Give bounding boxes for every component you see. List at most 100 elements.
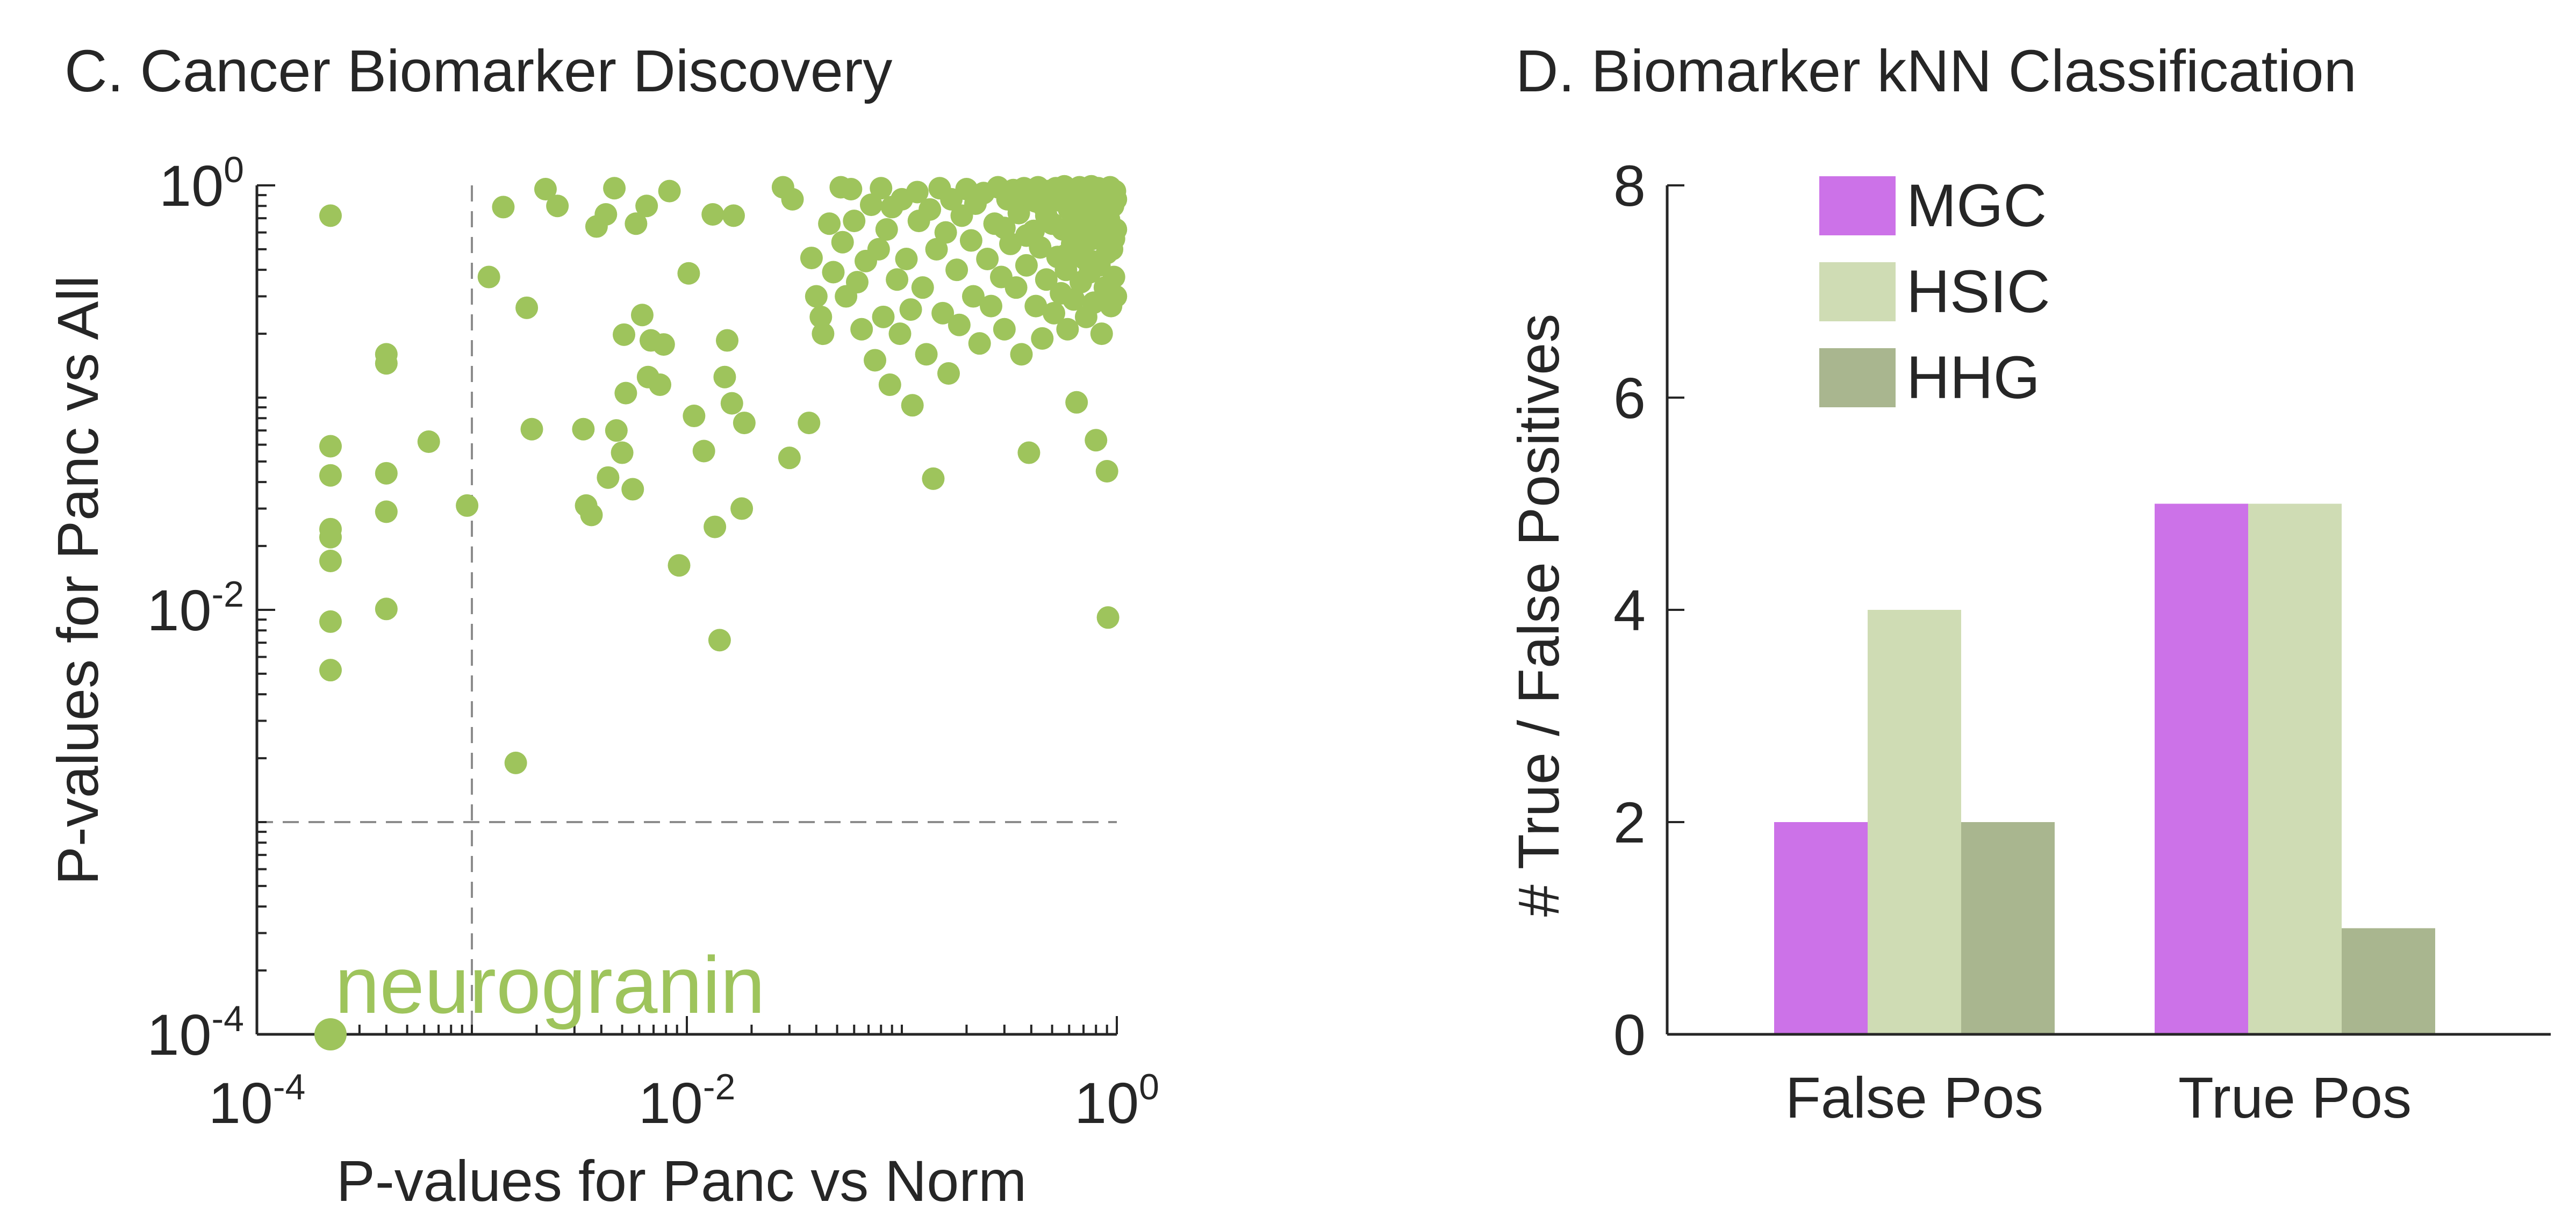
legend-swatch-hhg xyxy=(1819,348,1896,407)
legend-label-mgc: MGC xyxy=(1906,172,2047,239)
scatter-point xyxy=(658,179,681,203)
bar-chart-y-ticks: 0 2 4 6 8 xyxy=(1613,153,1646,1067)
scatter-point xyxy=(597,466,620,489)
scatter-point xyxy=(319,204,342,227)
scatter-point xyxy=(417,430,440,453)
bar-y-tick-label: 0 xyxy=(1613,1002,1646,1067)
scatter-point xyxy=(319,659,342,682)
scatter-point xyxy=(319,464,342,487)
scatter-y-ticks: 10-4 10-2 100 xyxy=(147,149,244,1067)
scatter-point xyxy=(730,497,754,520)
neurogranin-highlight: neurogranin xyxy=(314,940,765,1050)
scatter-points xyxy=(319,175,1128,774)
scatter-point xyxy=(822,261,845,284)
scatter-point xyxy=(649,373,672,397)
scatter-point xyxy=(572,417,595,441)
scatter-point xyxy=(888,322,912,345)
scatter-axes xyxy=(255,184,1118,1036)
scatter-point xyxy=(805,285,828,308)
scatter-point xyxy=(716,329,739,352)
scatter-point xyxy=(613,323,636,346)
scatter-point xyxy=(850,318,873,341)
threshold-guides xyxy=(257,185,1117,1034)
bar-hhg-true-pos xyxy=(2342,928,2435,1034)
scatter-point xyxy=(546,195,569,218)
scatter-point xyxy=(931,301,955,325)
scatter-point xyxy=(872,305,895,328)
scatter-point xyxy=(886,268,909,291)
scatter-point xyxy=(1104,285,1128,308)
scatter-point xyxy=(1104,188,1128,211)
scatter-point xyxy=(520,417,543,441)
scatter-point xyxy=(677,262,700,285)
legend-swatch-mgc xyxy=(1819,176,1896,235)
category-label: False Pos xyxy=(1785,1065,2043,1130)
scatter-point xyxy=(831,231,854,254)
scatter-point xyxy=(937,362,960,385)
scatter-point xyxy=(1035,204,1058,227)
scatter-point xyxy=(692,440,715,463)
bar-chart-category-labels: False Pos True Pos xyxy=(1785,1065,2412,1130)
scatter-point xyxy=(993,217,1016,240)
scatter-point xyxy=(812,322,835,345)
scatter-point xyxy=(375,352,398,375)
scatter-x-axis-label: P-values for Panc vs Norm xyxy=(336,1148,1027,1213)
scatter-point xyxy=(621,478,644,501)
bar-chart-legend: MGC HSIC HHG xyxy=(1819,172,2050,411)
scatter-point xyxy=(911,276,934,299)
neurogranin-point xyxy=(314,1018,347,1050)
bar-hsic-true-pos xyxy=(2248,503,2342,1034)
scatter-point xyxy=(477,265,500,289)
scatter-point xyxy=(652,333,675,356)
scatter-point xyxy=(961,285,985,308)
scatter-point xyxy=(1031,327,1054,350)
scatter-x-ticks: 10-4 10-2 100 xyxy=(209,1067,1159,1135)
scatter-point xyxy=(375,500,398,523)
scatter-y-axis-label: P-values for Panc vs All xyxy=(45,276,110,885)
scatter-point xyxy=(713,365,736,388)
scatter-point xyxy=(781,188,804,211)
bar-chart-y-axis-label: # True / False Positives xyxy=(1506,314,1571,917)
scatter-point xyxy=(1102,227,1125,250)
scatter-point xyxy=(800,247,823,270)
scatter-point xyxy=(818,212,841,235)
scatter-point xyxy=(976,247,999,270)
bar-hsic-false-pos xyxy=(1868,610,1961,1034)
scatter-point xyxy=(901,394,924,417)
scatter-point xyxy=(845,271,869,294)
scatter-point xyxy=(1056,318,1079,341)
scatter-point xyxy=(1024,294,1047,318)
scatter-point xyxy=(1007,184,1030,207)
scatter-point xyxy=(1004,276,1028,299)
scatter-point xyxy=(915,343,938,366)
scatter-point xyxy=(630,304,654,327)
scatter-point xyxy=(504,751,527,774)
scatter-point xyxy=(515,296,539,319)
scatter-point xyxy=(864,349,887,372)
scatter-point xyxy=(906,181,929,204)
scatter-title: C. Cancer Biomarker Discovery xyxy=(64,38,892,104)
panel-c-scatter: C. Cancer Biomarker Discovery 10-4 10-2 10… xyxy=(45,38,1159,1213)
scatter-point xyxy=(720,392,743,415)
scatter-point xyxy=(899,298,922,321)
scatter-point xyxy=(798,412,821,435)
scatter-point xyxy=(993,318,1016,341)
bar-mgc-true-pos xyxy=(2155,503,2248,1034)
bar-y-tick-label: 2 xyxy=(1613,790,1646,855)
scatter-point xyxy=(1010,343,1033,366)
scatter-point xyxy=(778,447,801,470)
scatter-point xyxy=(701,203,724,226)
scatter-point xyxy=(492,196,515,219)
scatter-point xyxy=(319,610,342,633)
scatter-point xyxy=(948,313,971,336)
bar-mgc-false-pos xyxy=(1774,822,1868,1034)
bar-chart-title: D. Biomarker kNN Classification xyxy=(1516,38,2357,104)
y-tick-label: 100 xyxy=(159,149,244,218)
x-tick-label: 100 xyxy=(1074,1067,1159,1135)
scatter-point xyxy=(1035,268,1058,291)
scatter-point xyxy=(704,515,727,538)
legend-swatch-hsic xyxy=(1819,262,1896,321)
bar-y-tick-label: 4 xyxy=(1613,578,1646,643)
scatter-point xyxy=(733,412,756,435)
